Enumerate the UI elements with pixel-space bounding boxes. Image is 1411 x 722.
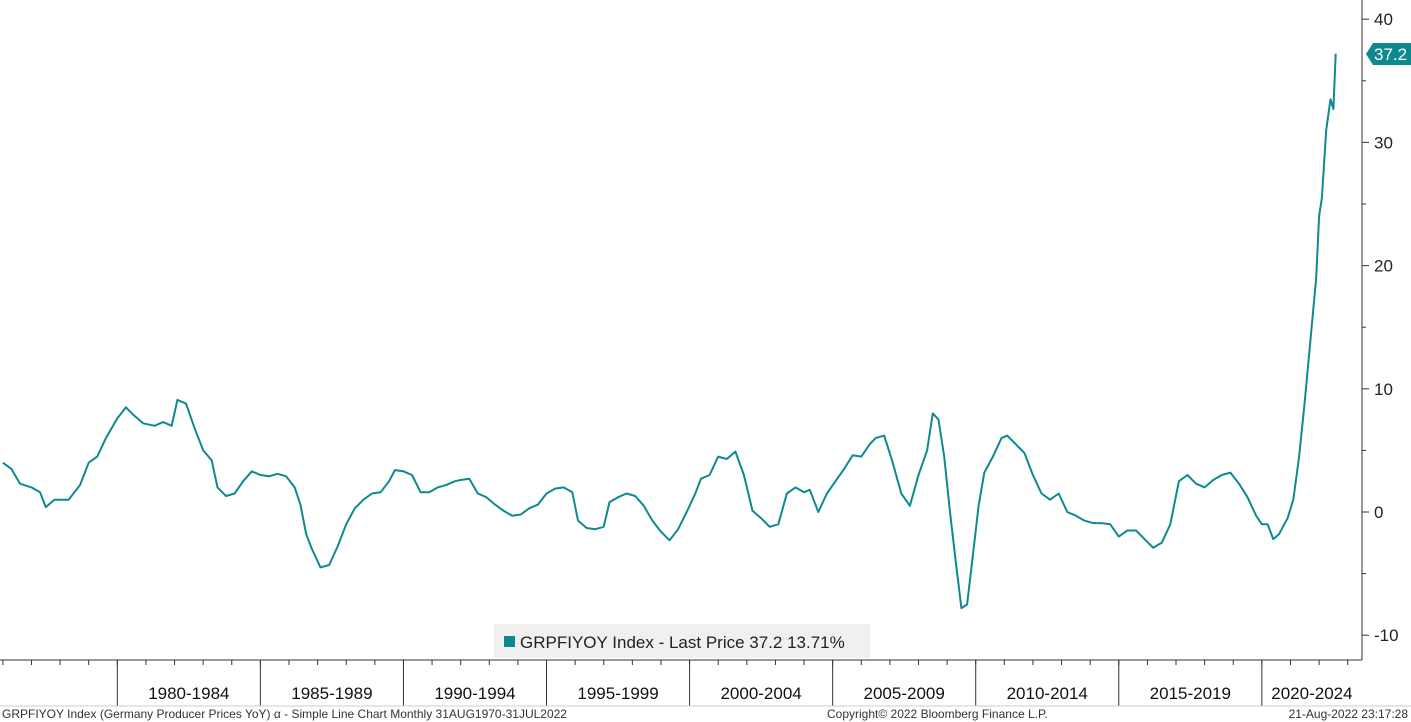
legend: GRPFIYOY Index - Last Price 37.2 13.71%: [494, 624, 870, 658]
x-category-label: 2000-2004: [720, 684, 801, 703]
footer-copyright: Copyright© 2022 Bloomberg Finance L.P.: [827, 707, 1048, 721]
y-tick-label: 40: [1374, 10, 1393, 29]
y-tick-label: 10: [1374, 380, 1393, 399]
x-category-label: 2005-2009: [864, 684, 945, 703]
x-axis: 1980-1984 1985-1989 1990-1994 1995-1999 2000…: [0, 659, 1411, 707]
y-tick-label: 20: [1374, 257, 1393, 276]
x-category-label: 1980-1984: [148, 684, 229, 703]
last-value-badge: 37.2: [1366, 43, 1411, 65]
series-layer: [2, 53, 1337, 610]
footer: GRPFIYOY Index (Germany Producer Prices …: [2, 707, 1408, 721]
x-category-label: 1985-1989: [291, 684, 372, 703]
x-category-label: 2020-2024: [1271, 684, 1352, 703]
legend-label: GRPFIYOY Index - Last Price 37.2 13.71%: [520, 633, 845, 652]
footer-description: GRPFIYOY Index (Germany Producer Prices …: [2, 707, 567, 721]
last-value-badge-shape: [1366, 43, 1411, 65]
series-line: [2, 53, 1337, 610]
y-tick-label: 0: [1374, 503, 1383, 522]
y-tick-label: -10: [1374, 626, 1399, 645]
last-value-label: 37.2: [1374, 45, 1407, 64]
legend-swatch: [504, 636, 515, 647]
footer-timestamp: 21-Aug-2022 23:17:28: [1289, 707, 1409, 721]
y-axis: -10 0 10 20 30 40: [1361, 0, 1399, 660]
y-tick-label: 30: [1374, 133, 1393, 152]
legend-background: [494, 624, 870, 658]
x-category-label: 1995-1999: [577, 684, 658, 703]
x-category-label: 2010-2014: [1007, 684, 1088, 703]
x-category-label: 1990-1994: [434, 684, 515, 703]
x-category-label: 2015-2019: [1150, 684, 1231, 703]
